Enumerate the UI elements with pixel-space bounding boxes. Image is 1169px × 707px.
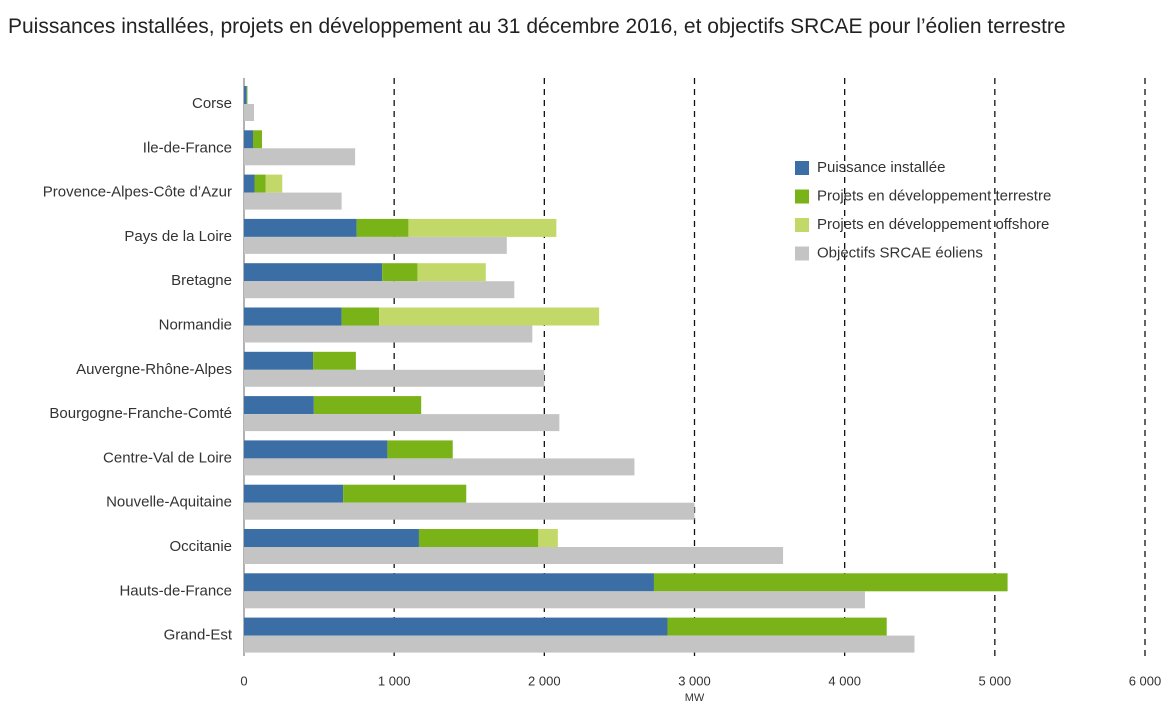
y-tick-label: Occitanie — [169, 538, 232, 555]
bar-segment — [244, 218, 357, 237]
legend-label: Puissance installée — [817, 159, 945, 176]
target-bar — [244, 192, 342, 210]
bar-segment — [379, 307, 600, 326]
bar-segment — [244, 440, 388, 459]
bar-segment — [418, 529, 539, 547]
target-bar — [244, 591, 865, 609]
y-tick-label: Hauts-de-France — [119, 582, 232, 599]
y-tick-label: Bretagne — [171, 272, 232, 289]
legend-swatch — [795, 189, 809, 204]
bar-segment — [313, 351, 356, 370]
bar-segment — [244, 86, 247, 104]
legend-swatch — [795, 246, 809, 261]
x-tick-label: 6 000 — [1129, 673, 1162, 688]
legend-swatch — [795, 161, 809, 175]
legend-label: Projets en développement terrestre — [817, 187, 1051, 204]
bar-segment — [387, 440, 453, 459]
legend-label: Projets en développement offshore — [817, 216, 1049, 233]
y-tick-label: Centre-Val de Loire — [103, 449, 232, 466]
bar-segment — [244, 529, 419, 547]
bar-segment — [417, 263, 486, 282]
target-bar — [244, 281, 515, 299]
x-tick-label: 0 — [240, 673, 247, 688]
legend-label: Objectifs SRCAE éoliens — [817, 244, 983, 261]
target-bar — [244, 369, 545, 387]
bar-segment — [254, 174, 266, 193]
bar-segment — [244, 307, 342, 326]
bar-segment — [667, 617, 887, 636]
bar-segment — [343, 484, 467, 503]
y-tick-label: Ile-de-France — [143, 139, 232, 156]
bar-segment — [253, 130, 263, 149]
bar-segment — [408, 218, 557, 237]
bar-segment — [653, 573, 1008, 592]
bar-segment — [244, 263, 383, 282]
target-bar — [244, 458, 635, 476]
x-tick-label: 3 000 — [678, 673, 711, 688]
x-tick-label: 4 000 — [828, 673, 861, 688]
bar-segment — [244, 617, 668, 636]
target-bar — [244, 148, 356, 166]
bar-segment — [356, 218, 409, 237]
target-bar — [244, 236, 507, 254]
target-bar — [244, 502, 695, 520]
y-tick-label: Bourgogne-Franche-Comté — [49, 405, 232, 422]
x-axis-label: MW — [685, 692, 705, 704]
chart-title: Puissances installées, projets en dévelo… — [8, 15, 1066, 38]
y-tick-label: Normandie — [159, 316, 232, 333]
target-bar — [244, 104, 255, 121]
bar-segment — [244, 130, 254, 149]
bar-segment — [244, 396, 314, 415]
y-tick-label: Corse — [192, 95, 232, 112]
x-tick-label: 1 000 — [378, 673, 411, 688]
target-bar — [244, 325, 533, 343]
bar-segment — [244, 573, 654, 592]
x-tick-label: 2 000 — [528, 673, 561, 688]
bar-segment — [265, 174, 283, 193]
bar-segment — [538, 529, 558, 547]
target-bar — [244, 635, 915, 653]
y-tick-label: Provence-Alpes-Côte d’Azur — [43, 184, 232, 201]
bar-segment — [244, 351, 314, 370]
x-tick-label: 5 000 — [979, 673, 1012, 688]
bar-segment — [382, 263, 418, 282]
y-tick-label: Grand-Est — [164, 627, 233, 644]
bar-segment — [244, 174, 255, 193]
target-bar — [244, 414, 560, 432]
bar-segment — [313, 396, 422, 415]
bar-segment — [341, 307, 380, 326]
y-tick-label: Auvergne-Rhône-Alpes — [76, 361, 232, 378]
legend-swatch — [795, 218, 809, 232]
target-bar — [244, 547, 784, 564]
y-tick-label: Nouvelle-Aquitaine — [106, 494, 232, 511]
y-tick-label: Pays de la Loire — [124, 228, 232, 245]
bar-segment — [244, 484, 344, 503]
bar-segment — [246, 86, 248, 104]
